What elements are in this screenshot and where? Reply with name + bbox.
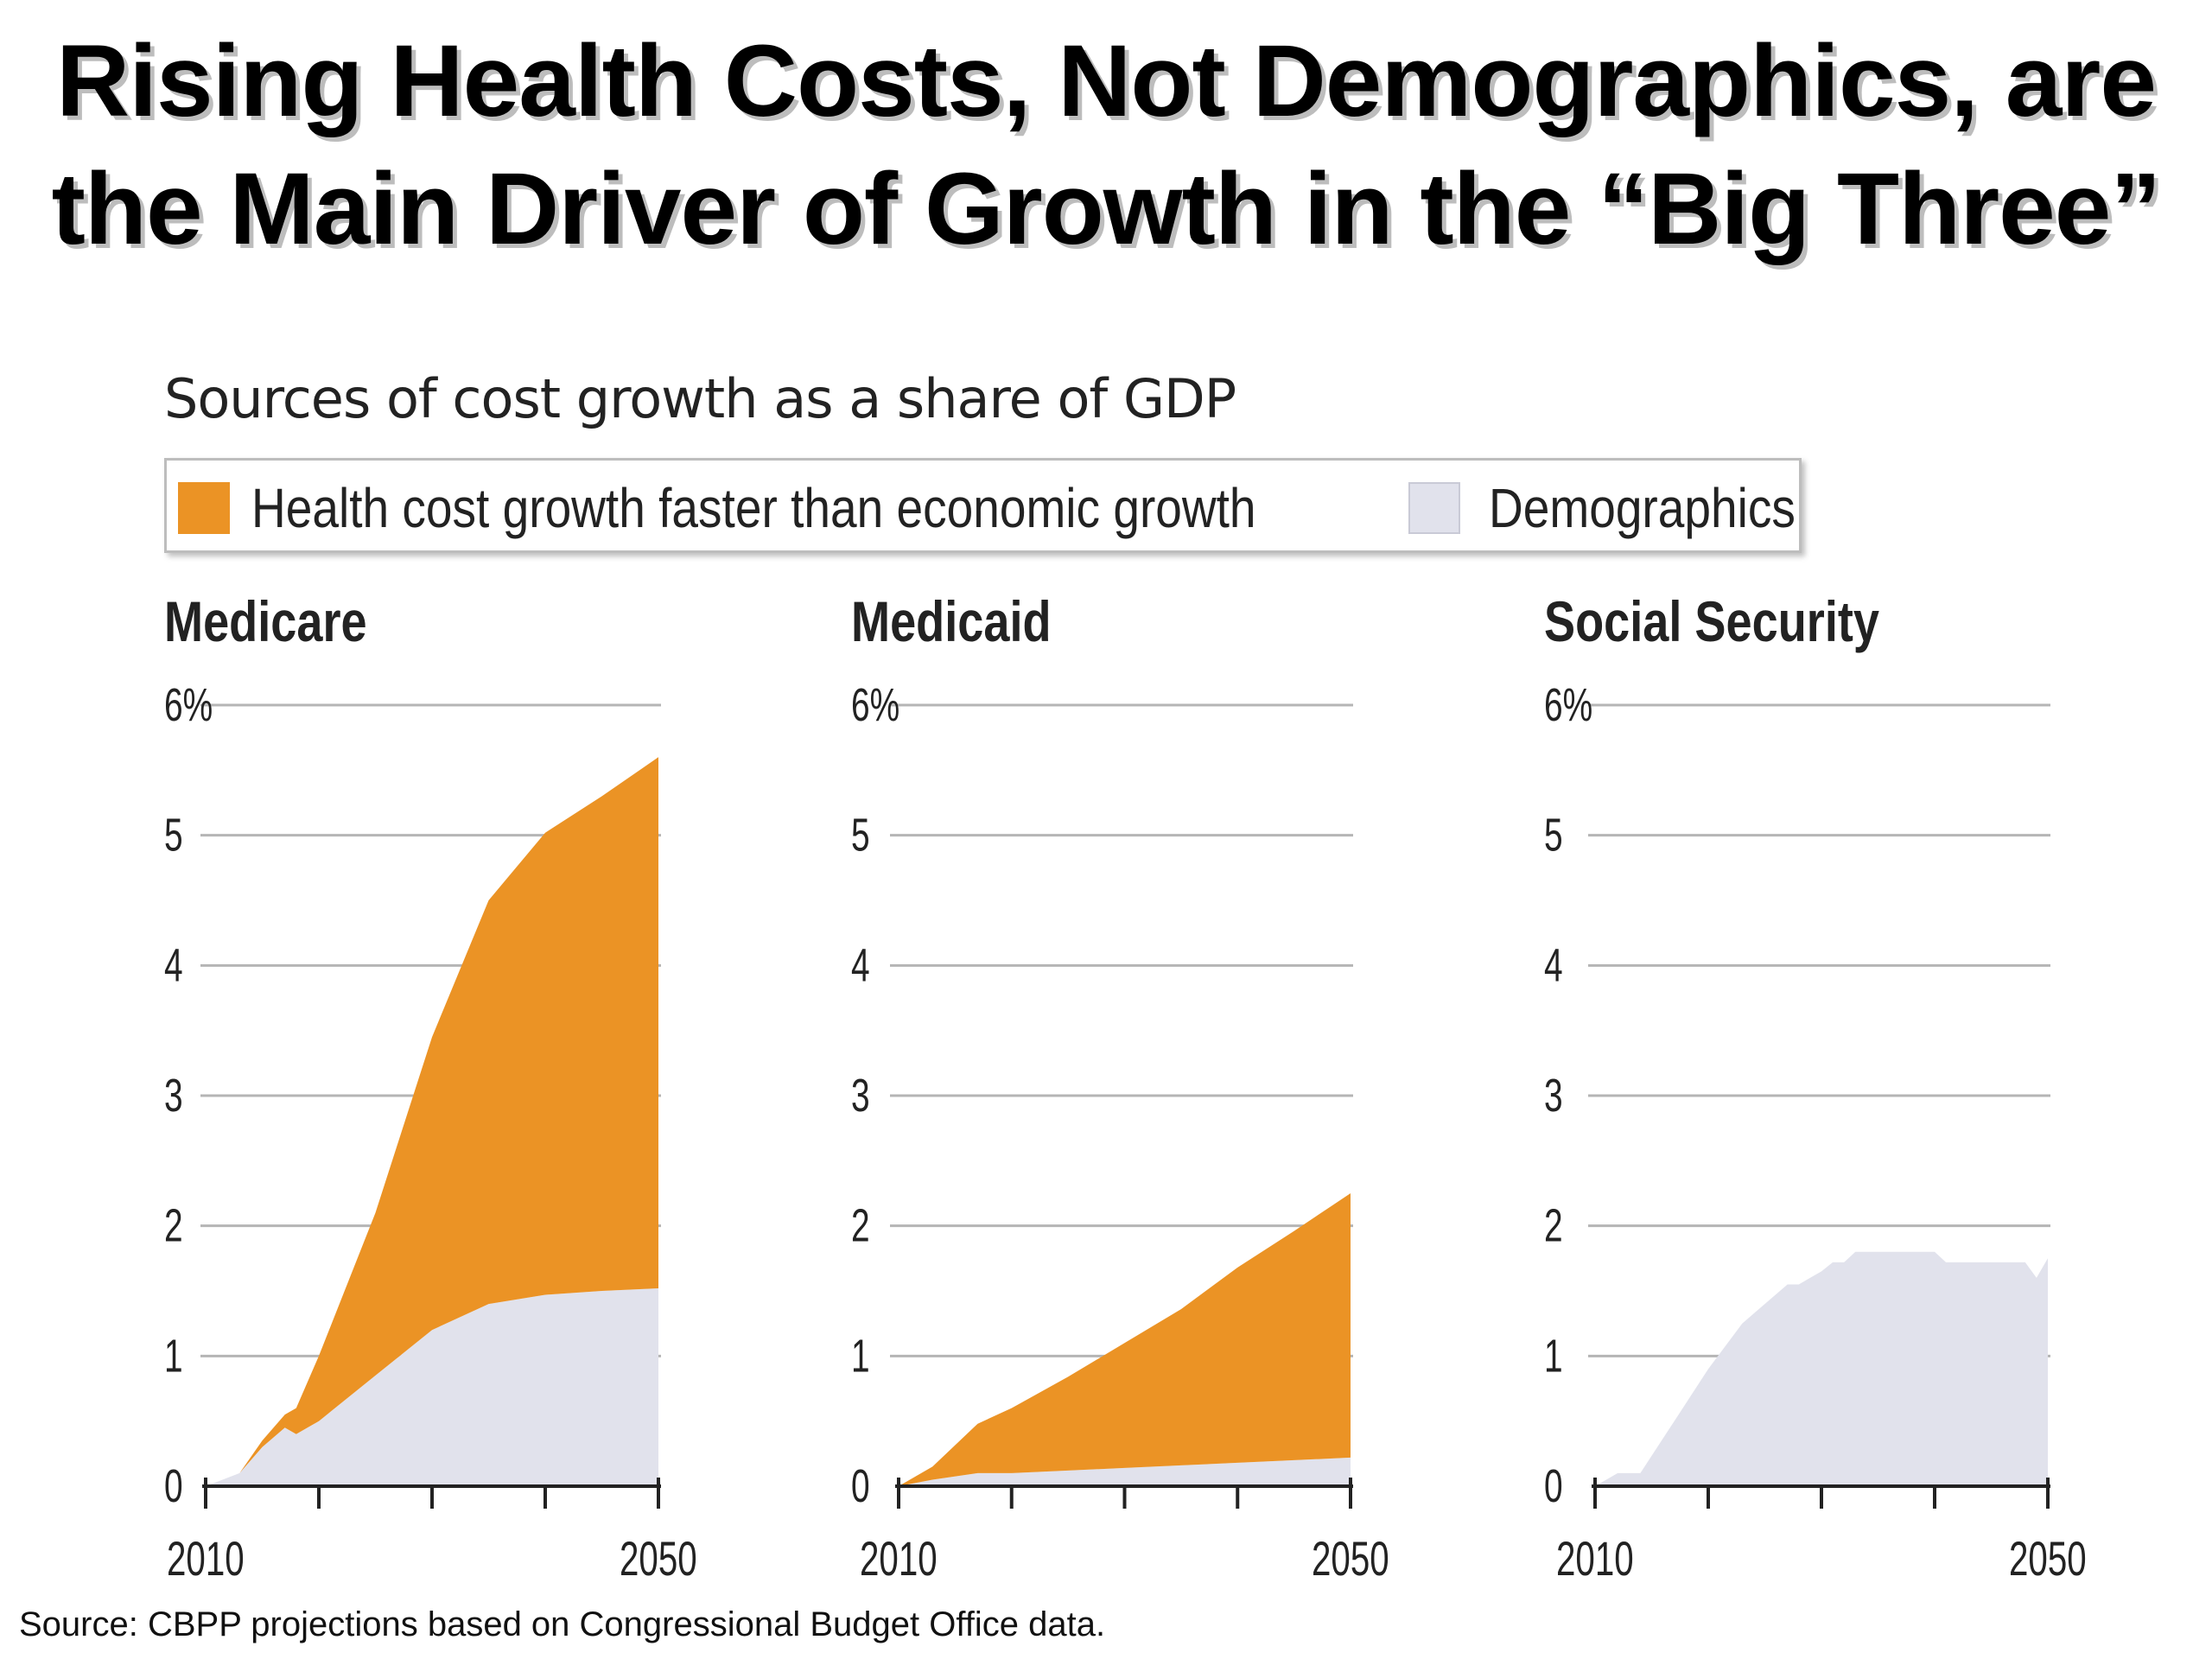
legend-label-demographics: Demographics — [1489, 477, 1796, 539]
y-tick-label-1-3: 3 — [851, 1069, 870, 1122]
area-series-2-0 — [1595, 1251, 2048, 1486]
y-tick-label-2-6: 6% — [1544, 678, 1592, 731]
x-tick-label-0-start: 2010 — [167, 1533, 245, 1586]
y-tick-label-0-4: 4 — [164, 938, 183, 991]
y-tick-label-1-0: 0 — [851, 1459, 870, 1512]
legend: Health cost growth faster than economic … — [164, 458, 1802, 553]
area-series-0-1 — [206, 757, 658, 1486]
y-tick-label-1-4: 4 — [851, 938, 870, 991]
y-tick-label-0-2: 2 — [164, 1198, 183, 1251]
x-tick-label-1-start: 2010 — [860, 1533, 938, 1586]
y-tick-label-1-2: 2 — [851, 1198, 870, 1251]
y-tick-label-2-0: 0 — [1544, 1459, 1563, 1512]
y-tick-label-2-2: 2 — [1544, 1198, 1563, 1251]
area-series-1-0 — [899, 1457, 1351, 1486]
y-tick-label-1-6: 6% — [851, 678, 899, 731]
x-tick-label-2-start: 2010 — [1556, 1533, 1634, 1586]
x-tick-label-1-end: 2050 — [1312, 1533, 1389, 1586]
area-series-1-1 — [899, 1193, 1351, 1486]
y-tick-label-2-5: 5 — [1544, 808, 1563, 861]
x-tick-label-2-end: 2050 — [2009, 1533, 2087, 1586]
panel-title-0: Medicare — [164, 589, 367, 653]
y-tick-label-2-1: 1 — [1544, 1329, 1563, 1382]
legend-swatch-demographics — [1408, 482, 1460, 534]
legend-label-health: Health cost growth faster than economic … — [251, 477, 1256, 539]
y-tick-label-0-1: 1 — [164, 1329, 183, 1382]
y-tick-label-1-1: 1 — [851, 1329, 870, 1382]
source-note: Source: CBPP projections based on Congre… — [19, 1605, 1106, 1643]
slide-title: Rising Health Costs, Not Demographics, a… — [35, 17, 2177, 273]
y-tick-label-2-4: 4 — [1544, 938, 1563, 991]
panel-title-2: Social Security — [1544, 589, 1879, 653]
area-series-0-0 — [206, 1288, 658, 1486]
panel-title-1: Medicaid — [851, 589, 1052, 653]
chart-subtitle: Sources of cost growth as a share of GDP — [164, 367, 1236, 430]
y-tick-label-0-6: 6% — [164, 678, 213, 731]
slide-title-line-1: Rising Health Costs, Not Demographics, a… — [56, 24, 2157, 138]
y-tick-label-0-3: 3 — [164, 1069, 183, 1122]
y-tick-label-0-0: 0 — [164, 1459, 183, 1512]
y-tick-label-1-5: 5 — [851, 808, 870, 861]
legend-swatch-health — [178, 482, 230, 534]
slide-title-line-2: the Main Driver of Growth in the “Big Th… — [51, 152, 2162, 266]
y-tick-label-0-5: 5 — [164, 808, 183, 861]
x-tick-label-0-end: 2050 — [620, 1533, 697, 1586]
y-tick-label-2-3: 3 — [1544, 1069, 1563, 1122]
